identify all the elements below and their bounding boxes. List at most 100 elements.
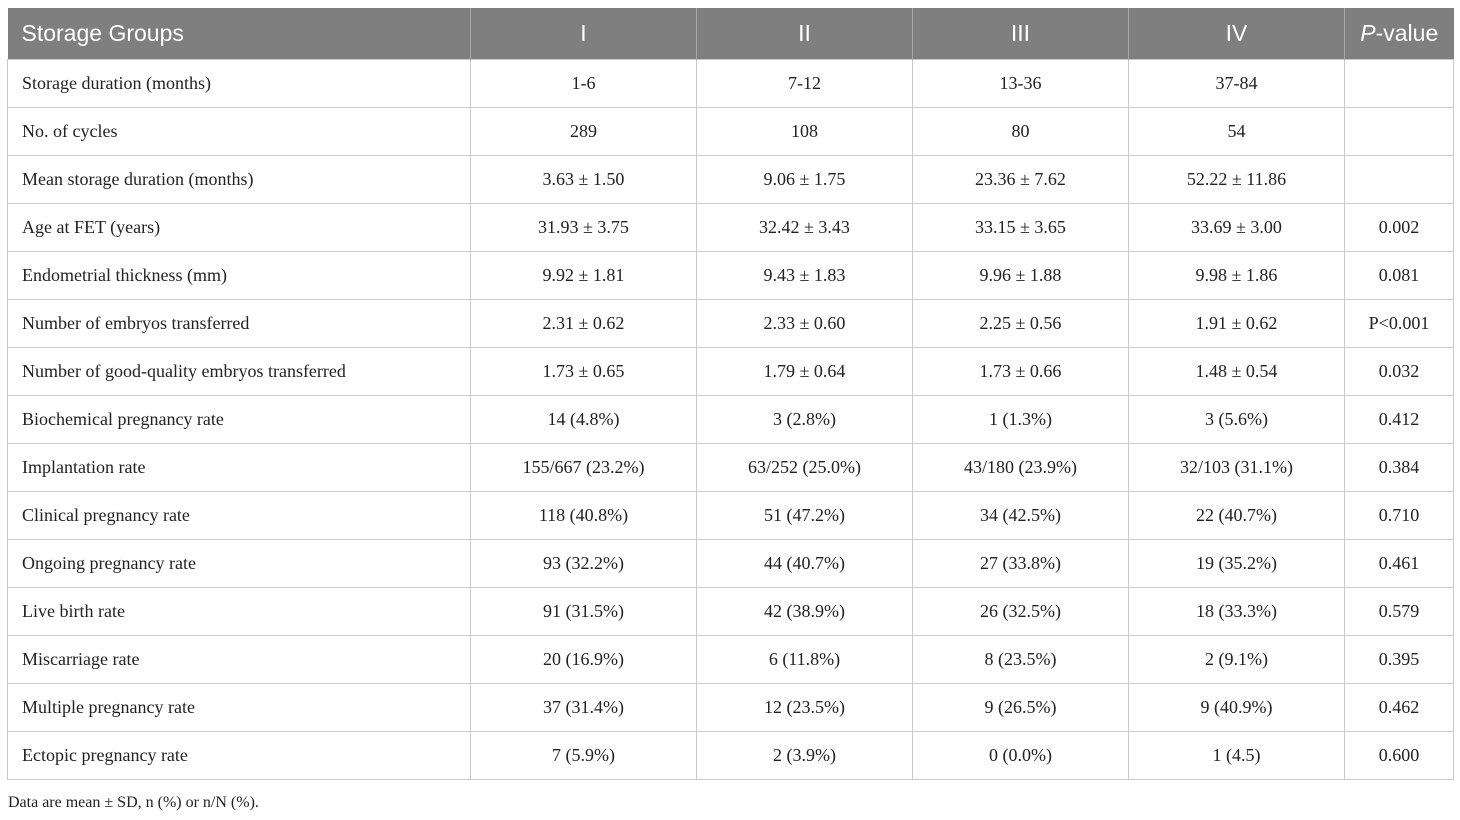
group-iv-value: 3 (5.6%) bbox=[1128, 395, 1345, 444]
group-iv-value: 1 (4.5) bbox=[1128, 731, 1345, 780]
table-body: Storage duration (months) 1-6 7-12 13-36 37-… bbox=[7, 59, 1454, 780]
p-value: 0.395 bbox=[1344, 635, 1454, 684]
table-header: Storage Groups I II III IV P-value bbox=[7, 8, 1454, 60]
row-label: Clinical pregnancy rate bbox=[7, 491, 471, 540]
group-iv-value: 32/103 (31.1%) bbox=[1128, 443, 1345, 492]
row-label: Age at FET (years) bbox=[7, 203, 471, 252]
table-row: Ongoing pregnancy rate 93 (32.2%) 44 (40.7… bbox=[7, 539, 1454, 588]
group-iii-value: 13-36 bbox=[912, 59, 1129, 108]
group-iii-value: 23.36 ± 7.62 bbox=[912, 155, 1129, 204]
data-table-container: Storage Groups I II III IV P-value Stora… bbox=[7, 8, 1454, 780]
table-row: No. of cycles 289 108 80 54 bbox=[7, 107, 1454, 156]
row-label: Number of good-quality embryos transferr… bbox=[7, 347, 471, 396]
row-label: Number of embryos transferred bbox=[7, 299, 471, 348]
table-row: Endometrial thickness (mm) 9.92 ± 1.81 9.4… bbox=[7, 251, 1454, 300]
group-i-value: 1.73 ± 0.65 bbox=[470, 347, 697, 396]
p-value: 0.384 bbox=[1344, 443, 1454, 492]
p-value: 0.081 bbox=[1344, 251, 1454, 300]
group-i-value: 7 (5.9%) bbox=[470, 731, 697, 780]
group-iii-value: 34 (42.5%) bbox=[912, 491, 1129, 540]
group-iii-value: 43/180 (23.9%) bbox=[912, 443, 1129, 492]
row-label: Live birth rate bbox=[7, 587, 471, 636]
group-iv-value: 19 (35.2%) bbox=[1128, 539, 1345, 588]
group-ii-value: 9.43 ± 1.83 bbox=[696, 251, 913, 300]
group-i-value: 37 (31.4%) bbox=[470, 683, 697, 732]
p-value: 0.002 bbox=[1344, 203, 1454, 252]
row-label: Miscarriage rate bbox=[7, 635, 471, 684]
group-ii-value: 42 (38.9%) bbox=[696, 587, 913, 636]
group-ii-value: 1.79 ± 0.64 bbox=[696, 347, 913, 396]
group-iv-value: 18 (33.3%) bbox=[1128, 587, 1345, 636]
group-ii-value: 44 (40.7%) bbox=[696, 539, 913, 588]
table-row: Clinical pregnancy rate 118 (40.8%) 51 (47… bbox=[7, 491, 1454, 540]
group-iv-value: 52.22 ± 11.86 bbox=[1128, 155, 1345, 204]
group-iv-value: 1.91 ± 0.62 bbox=[1128, 299, 1345, 348]
header-group-iv: IV bbox=[1128, 8, 1345, 60]
header-group-iii: III bbox=[912, 8, 1129, 60]
group-ii-value: 2.33 ± 0.60 bbox=[696, 299, 913, 348]
group-i-value: 289 bbox=[470, 107, 697, 156]
p-value: 0.462 bbox=[1344, 683, 1454, 732]
group-iii-value: 9 (26.5%) bbox=[912, 683, 1129, 732]
p-value bbox=[1344, 59, 1454, 108]
p-value: 0.579 bbox=[1344, 587, 1454, 636]
group-iv-value: 1.48 ± 0.54 bbox=[1128, 347, 1345, 396]
group-iv-value: 54 bbox=[1128, 107, 1345, 156]
row-label: Implantation rate bbox=[7, 443, 471, 492]
group-ii-value: 63/252 (25.0%) bbox=[696, 443, 913, 492]
table-row: Implantation rate 155/667 (23.2%) 63/252 (… bbox=[7, 443, 1454, 492]
row-label: No. of cycles bbox=[7, 107, 471, 156]
group-i-value: 2.31 ± 0.62 bbox=[470, 299, 697, 348]
group-iii-value: 26 (32.5%) bbox=[912, 587, 1129, 636]
group-iv-value: 33.69 ± 3.00 bbox=[1128, 203, 1345, 252]
p-value: 0.412 bbox=[1344, 395, 1454, 444]
row-label: Ongoing pregnancy rate bbox=[7, 539, 471, 588]
table-row: Age at FET (years) 31.93 ± 3.75 32.42 ± 3.… bbox=[7, 203, 1454, 252]
group-ii-value: 108 bbox=[696, 107, 913, 156]
table-row: Ectopic pregnancy rate 7 (5.9%) 2 (3.9%) 0 … bbox=[7, 731, 1454, 780]
group-iii-value: 27 (33.8%) bbox=[912, 539, 1129, 588]
group-ii-value: 7-12 bbox=[696, 59, 913, 108]
header-p-letter: P bbox=[1360, 20, 1376, 46]
header-storage-groups: Storage Groups bbox=[7, 8, 471, 60]
table-row: Storage duration (months) 1-6 7-12 13-36 37-… bbox=[7, 59, 1454, 108]
row-label: Multiple pregnancy rate bbox=[7, 683, 471, 732]
header-group-i: I bbox=[470, 8, 697, 60]
table-row: Miscarriage rate 20 (16.9%) 6 (11.8%) 8 (23… bbox=[7, 635, 1454, 684]
table-row: Multiple pregnancy rate 37 (31.4%) 12 (23.… bbox=[7, 683, 1454, 732]
table-row: Number of embryos transferred 2.31 ± 0.62… bbox=[7, 299, 1454, 348]
group-iii-value: 33.15 ± 3.65 bbox=[912, 203, 1129, 252]
group-iii-value: 2.25 ± 0.56 bbox=[912, 299, 1129, 348]
group-i-value: 20 (16.9%) bbox=[470, 635, 697, 684]
group-i-value: 155/667 (23.2%) bbox=[470, 443, 697, 492]
p-value: P<0.001 bbox=[1344, 299, 1454, 348]
row-label: Biochemical pregnancy rate bbox=[7, 395, 471, 444]
group-iv-value: 9 (40.9%) bbox=[1128, 683, 1345, 732]
p-value: 0.461 bbox=[1344, 539, 1454, 588]
table-footnote: Data are mean ± SD, n (%) or n/N (%). bbox=[8, 794, 259, 811]
table-row: Number of good-quality embryos transferr… bbox=[7, 347, 1454, 396]
header-p-value: P-value bbox=[1344, 8, 1454, 60]
row-label: Ectopic pregnancy rate bbox=[7, 731, 471, 780]
group-ii-value: 12 (23.5%) bbox=[696, 683, 913, 732]
p-value: 0.600 bbox=[1344, 731, 1454, 780]
table-row: Live birth rate 91 (31.5%) 42 (38.9%) 26 (3… bbox=[7, 587, 1454, 636]
group-iv-value: 2 (9.1%) bbox=[1128, 635, 1345, 684]
group-iii-value: 80 bbox=[912, 107, 1129, 156]
header-p-suffix: -value bbox=[1375, 20, 1439, 46]
group-iv-value: 9.98 ± 1.86 bbox=[1128, 251, 1345, 300]
group-ii-value: 51 (47.2%) bbox=[696, 491, 913, 540]
group-iv-value: 22 (40.7%) bbox=[1128, 491, 1345, 540]
group-i-value: 3.63 ± 1.50 bbox=[470, 155, 697, 204]
row-label: Storage duration (months) bbox=[7, 59, 471, 108]
header-row: Storage Groups I II III IV P-value bbox=[7, 8, 1454, 60]
group-i-value: 118 (40.8%) bbox=[470, 491, 697, 540]
group-i-value: 31.93 ± 3.75 bbox=[470, 203, 697, 252]
storage-groups-table: Storage Groups I II III IV P-value Stora… bbox=[7, 8, 1454, 780]
table-row: Biochemical pregnancy rate 14 (4.8%) 3 (2.… bbox=[7, 395, 1454, 444]
row-label: Mean storage duration (months) bbox=[7, 155, 471, 204]
row-label: Endometrial thickness (mm) bbox=[7, 251, 471, 300]
group-iii-value: 1.73 ± 0.66 bbox=[912, 347, 1129, 396]
group-i-value: 9.92 ± 1.81 bbox=[470, 251, 697, 300]
group-iii-value: 9.96 ± 1.88 bbox=[912, 251, 1129, 300]
